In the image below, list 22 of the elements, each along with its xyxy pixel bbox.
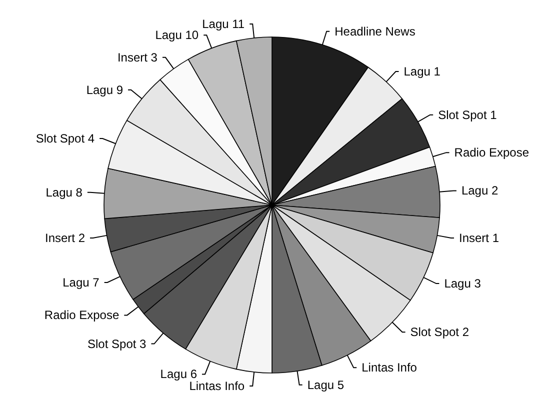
slice-label: Lagu 8: [46, 185, 83, 200]
slice-label: Lagu 10: [155, 28, 199, 42]
slice-label: Radio Expose: [454, 146, 530, 160]
slice-label: Insert 3: [117, 50, 158, 64]
slice-label: Lagu 5: [307, 378, 344, 392]
slice-label: Slot Spot 1: [438, 108, 498, 122]
slice-label: Insert 2: [44, 230, 86, 245]
slice-label: Lagu 7: [62, 275, 100, 290]
slice-label: Lagu 9: [86, 82, 124, 97]
slice-label: Lagu 3: [444, 276, 482, 291]
slice-label: Slot Spot 2: [410, 325, 470, 340]
slice-label: Slot Spot 3: [88, 336, 147, 351]
slice-label: Lagu 6: [160, 367, 198, 382]
slice-label: Insert 1: [458, 230, 500, 245]
slice-label: Slot Spot 4: [36, 132, 95, 146]
slice-label: Lintas Info: [362, 360, 418, 375]
slice-label: Lagu 1: [404, 64, 441, 79]
slice-label: Lagu 11: [202, 17, 245, 32]
slice-label: Headline News: [334, 24, 416, 38]
slice-label: Radio Expose: [44, 308, 120, 322]
slice-label: Lagu 2: [461, 184, 498, 198]
slice-label: Lintas Info: [189, 378, 245, 393]
